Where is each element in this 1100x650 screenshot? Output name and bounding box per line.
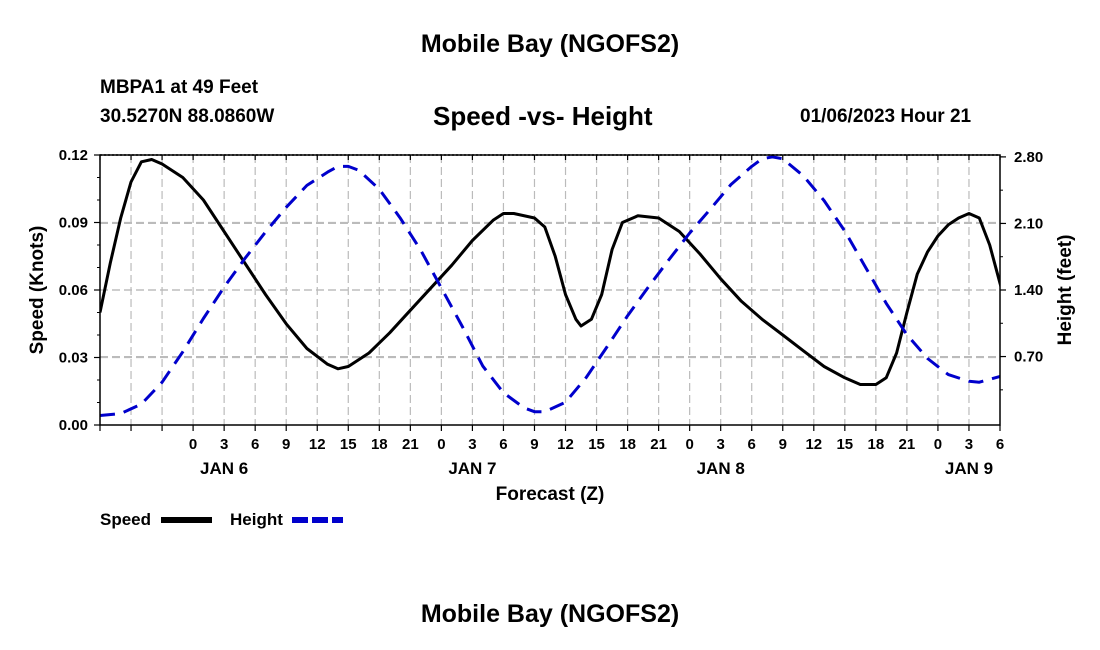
y-tick-label: 0.00 <box>59 417 88 434</box>
speed-series-line <box>100 158 1000 386</box>
x-tick-label: 0 <box>685 436 693 453</box>
y2-tick-label: 2.10 <box>1014 215 1043 232</box>
height-series-line <box>100 155 1000 417</box>
y2-tick-label: 0.70 <box>1014 349 1043 366</box>
x-tick-label: 9 <box>530 436 538 453</box>
x-tick-label: 3 <box>965 436 973 453</box>
x-tick-label: 3 <box>220 436 228 453</box>
forecast-timestamp: 01/06/2023 Hour 21 <box>800 106 972 127</box>
x-tick-label: 3 <box>717 436 725 453</box>
x-tick-label: 3 <box>468 436 476 453</box>
x-tick-label: 15 <box>340 436 357 453</box>
x-tick-label: 0 <box>189 436 197 453</box>
x-day-label: JAN 8 <box>697 459 745 478</box>
x-tick-label: 21 <box>899 436 916 453</box>
y-tick-label: 0.06 <box>59 282 88 299</box>
station-label: MBPA1 at 49 Feet <box>100 77 259 98</box>
legend-speed-label: Speed <box>100 510 151 529</box>
x-tick-label: 0 <box>934 436 942 453</box>
chart-subtitle: Speed -vs- Height <box>433 101 653 131</box>
x-tick-label: 21 <box>402 436 419 453</box>
grid <box>100 155 1000 425</box>
x-tick-label: 6 <box>996 436 1004 453</box>
y2-axis-label: Height (feet) <box>1055 235 1076 346</box>
x-day-label: JAN 6 <box>200 459 248 478</box>
series-layer <box>100 155 1000 417</box>
y-tick-label: 0.03 <box>59 350 88 367</box>
x-tick-label: 18 <box>619 436 636 453</box>
legend: Speed Height <box>100 510 343 529</box>
y2-tick-label: 1.40 <box>1014 282 1043 299</box>
chart-title-top: Mobile Bay (NGOFS2) <box>420 30 680 58</box>
y2-tick-label: 2.80 <box>1014 149 1043 166</box>
x-tick-label: 6 <box>499 436 507 453</box>
x-tick-label: 15 <box>836 436 853 453</box>
x-day-label: JAN 7 <box>448 459 496 478</box>
x-tick-label: 12 <box>557 436 574 453</box>
x-tick-label: 6 <box>251 436 259 453</box>
x-tick-label: 18 <box>371 436 388 453</box>
x-tick-label: 6 <box>748 436 756 453</box>
x-tick-label: 12 <box>805 436 822 453</box>
y-tick-label: 0.09 <box>59 215 88 232</box>
y-axis-label: Speed (Knots) <box>27 226 48 355</box>
x-tick-label: 18 <box>868 436 885 453</box>
x-tick-label: 9 <box>282 436 290 453</box>
coordinates-label: 30.5270N 88.0860W <box>100 106 275 127</box>
x-tick-label: 15 <box>588 436 605 453</box>
legend-height-label: Height <box>230 510 283 529</box>
x-axis-label: Forecast (Z) <box>496 484 605 505</box>
x-tick-label: 21 <box>650 436 667 453</box>
x-day-label: JAN 9 <box>945 459 993 478</box>
y-tick-label: 0.12 <box>59 147 88 164</box>
x-tick-label: 12 <box>309 436 326 453</box>
x-tick-label: 9 <box>779 436 787 453</box>
x-tick-label: 0 <box>437 436 445 453</box>
axes: 0 3 6 9 12 15 18 21 0 3 6 9 12 15 18 21 0 3 6 9 12 15 18 21 0 3 6J… <box>59 147 1043 478</box>
chart-title-bottom: Mobile Bay (NGOFS2) <box>420 600 680 628</box>
